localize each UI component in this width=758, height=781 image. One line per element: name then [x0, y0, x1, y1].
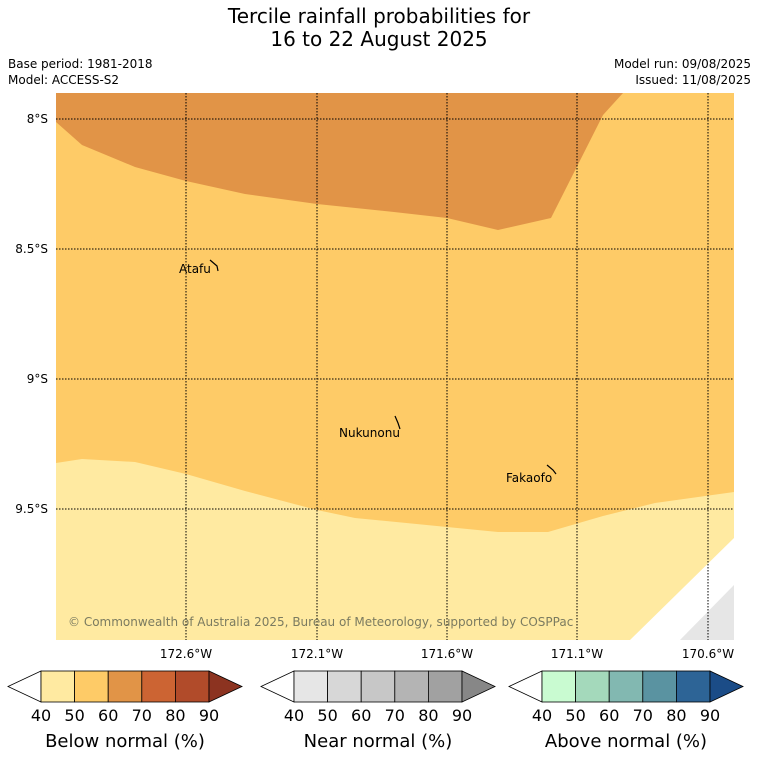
map-title-line-2: 16 to 22 August 2025 — [270, 27, 488, 51]
colorbar-segment — [608, 670, 644, 703]
latitude-labels: 8°S 8.5°S 9°S 9.5°S — [15, 112, 48, 516]
colorbar-tick-label: 80 — [165, 706, 185, 725]
colorbar-tick-label: 40 — [532, 706, 552, 725]
colorbar-tick-label: 80 — [666, 706, 686, 725]
colorbars: 40 50 60 70 80 90 Below normal (%) 40 50 60 70 80 90… — [7, 670, 744, 752]
colorbar-tick-label: 70 — [633, 706, 653, 725]
region-near-40-50 — [680, 585, 734, 640]
map-title: Tercile rainfall probabilities for 16 to… — [0, 5, 758, 51]
place-atafu: Atafu — [179, 262, 211, 276]
fakaofo-outline — [546, 464, 557, 475]
lon-label: 171.1°W — [551, 647, 603, 661]
colorbar-segment — [360, 670, 396, 703]
colorbar-segment — [427, 670, 463, 703]
colorbar-tick-label: 90 — [199, 706, 219, 725]
colorbar-tick-label: 80 — [418, 706, 438, 725]
colorbar-extend-high — [208, 670, 243, 703]
lon-label: 171.6°W — [421, 647, 473, 661]
colorbar-segment — [327, 670, 362, 703]
colorbar-tick-label: 50 — [317, 706, 337, 725]
colorbar-tick-label: 40 — [284, 706, 304, 725]
lat-label: 9.5°S — [15, 502, 48, 516]
colorbar-tick-label: 90 — [452, 706, 472, 725]
meta-right: Model run: 09/08/2025 Issued: 11/08/2025 — [614, 56, 751, 88]
colorbar-segment — [541, 670, 576, 703]
colorbar-tick-label: 90 — [700, 706, 720, 725]
model-name: Model: ACCESS-S2 — [8, 73, 120, 87]
lon-label: 172.6°W — [160, 647, 212, 661]
colorbar-segment — [74, 670, 109, 703]
lon-label: 172.1°W — [291, 647, 343, 661]
colorbar-tick-label: 60 — [98, 706, 118, 725]
lat-label: 8°S — [27, 112, 48, 126]
longitude-labels: 172.6°W 172.1°W 171.6°W 171.1°W 170.6°W — [160, 647, 734, 661]
model-run: Model run: 09/08/2025 — [613, 57, 751, 71]
colorbar-segment — [394, 670, 429, 703]
colorbar-segment — [642, 670, 677, 703]
colorbar-extend-low — [508, 670, 543, 703]
colorbar-tick-label: 60 — [599, 706, 619, 725]
meta-left: Base period: 1981-2018 Model: ACCESS-S2 — [8, 56, 153, 88]
gridlines — [56, 93, 734, 640]
lon-label: 170.6°W — [682, 647, 734, 661]
colorbar-tick-label: 70 — [132, 706, 152, 725]
colorbar-tick-label: 60 — [351, 706, 371, 725]
colorbar-segment — [575, 670, 610, 703]
region-below-50-60 — [56, 93, 623, 230]
colorbar-title: Below normal (%) — [45, 731, 205, 752]
map-area[interactable]: Atafu Nukunonu Fakaofo © Commonwealth of… — [56, 93, 734, 640]
colorbar-title: Above normal (%) — [545, 731, 707, 752]
colorbar-segment — [676, 670, 711, 703]
atafu-outline — [209, 259, 219, 272]
region-below-40-50 — [56, 459, 734, 640]
colorbar-title: Near normal (%) — [304, 731, 453, 752]
colorbar-3: 40 50 60 70 80 90 Above normal (%) — [508, 670, 744, 752]
colorbar-tick-label: 40 — [31, 706, 51, 725]
colorbar-segment — [107, 670, 143, 703]
colorbar-tick-label: 70 — [385, 706, 405, 725]
map-title-line-1: Tercile rainfall probabilities for — [227, 4, 531, 28]
colorbar-tick-label: 50 — [64, 706, 84, 725]
colorbar-segment — [174, 670, 210, 703]
colorbar-extend-high — [709, 670, 744, 703]
place-nukunonu: Nukunonu — [339, 426, 400, 440]
colorbar-segment — [293, 670, 328, 703]
lat-label: 8.5°S — [15, 242, 48, 256]
lat-label: 9°S — [27, 372, 48, 386]
colorbar-tick-label: 50 — [565, 706, 585, 725]
issued-date: Issued: 11/08/2025 — [635, 73, 751, 87]
copyright-notice: © Commonwealth of Australia 2025, Bureau… — [68, 615, 573, 629]
place-fakaofo: Fakaofo — [506, 471, 552, 485]
colorbar-segment — [40, 670, 75, 703]
nukunonu-outline — [394, 415, 401, 430]
colorbar-1: 40 50 60 70 80 90 Below normal (%) — [7, 670, 243, 752]
colorbar-extend-low — [7, 670, 42, 703]
colorbar-segment — [141, 670, 176, 703]
colorbar-2: 40 50 60 70 80 90 Near normal (%) — [260, 670, 496, 752]
atoll-outlines — [209, 259, 557, 475]
colorbar-extend-high — [461, 670, 496, 703]
base-period: Base period: 1981-2018 — [8, 57, 153, 71]
colorbar-extend-low — [260, 670, 295, 703]
